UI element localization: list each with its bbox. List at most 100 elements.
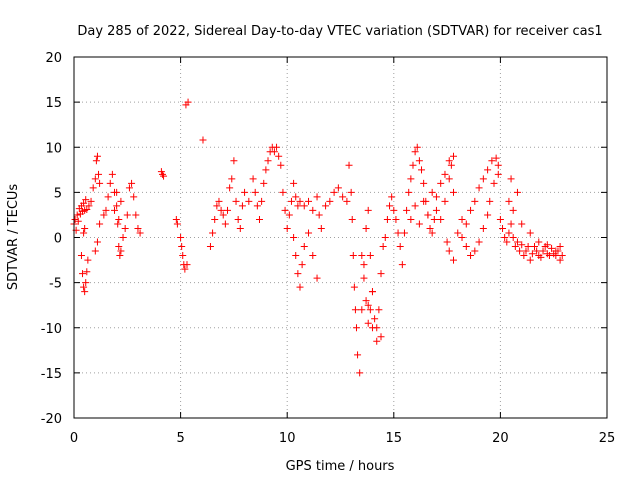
- data-point: [125, 184, 133, 192]
- data-point: [80, 283, 88, 291]
- data-point: [516, 247, 524, 255]
- data-point: [432, 206, 440, 214]
- data-point: [364, 301, 372, 309]
- data-point: [315, 211, 323, 219]
- data-point: [458, 215, 466, 223]
- data-point: [513, 238, 521, 246]
- data-point: [102, 206, 110, 214]
- data-point: [424, 211, 432, 219]
- data-point: [79, 270, 87, 278]
- data-point: [503, 238, 511, 246]
- data-point: [309, 206, 317, 214]
- data-point: [386, 202, 394, 210]
- data-point: [364, 206, 372, 214]
- data-point: [467, 252, 475, 260]
- data-point: [106, 179, 114, 187]
- y-tick-label: 20: [45, 51, 62, 66]
- data-point: [505, 197, 513, 205]
- data-point: [334, 184, 342, 192]
- x-tick-label: 20: [492, 431, 509, 446]
- data-point: [241, 188, 249, 196]
- data-point: [309, 252, 317, 260]
- data-point: [383, 215, 391, 223]
- data-point: [115, 215, 123, 223]
- data-point: [537, 253, 545, 261]
- data-point: [300, 243, 308, 251]
- data-point: [128, 179, 136, 187]
- data-point: [368, 324, 376, 332]
- data-point: [221, 220, 229, 228]
- data-point: [462, 220, 470, 228]
- data-point: [445, 175, 453, 183]
- data-point: [117, 197, 125, 205]
- data-point: [400, 229, 408, 237]
- data-point: [92, 157, 100, 165]
- data-point: [377, 333, 385, 341]
- data-point: [232, 197, 240, 205]
- data-point: [273, 143, 281, 151]
- data-point: [136, 229, 144, 237]
- data-point: [471, 197, 479, 205]
- data-point: [313, 274, 321, 282]
- data-point: [533, 247, 541, 255]
- data-point: [475, 238, 483, 246]
- data-point: [352, 324, 360, 332]
- data-point: [121, 224, 129, 232]
- plot-frame: [73, 56, 608, 419]
- data-point: [184, 98, 192, 106]
- data-point: [462, 243, 470, 251]
- data-point: [277, 161, 285, 169]
- data-point: [445, 157, 453, 165]
- data-point: [552, 247, 560, 255]
- data-point: [283, 224, 291, 232]
- data-point: [403, 206, 411, 214]
- data-point: [270, 148, 278, 156]
- data-point: [441, 197, 449, 205]
- data-point: [356, 369, 364, 377]
- data-point: [292, 193, 300, 201]
- data-point: [518, 241, 526, 249]
- data-point: [539, 247, 547, 255]
- data-point: [445, 247, 453, 255]
- data-point: [91, 247, 99, 255]
- data-point: [350, 283, 358, 291]
- data-point: [113, 202, 121, 210]
- data-point: [81, 288, 89, 296]
- data-point: [509, 234, 517, 241]
- data-point: [132, 211, 140, 219]
- data-point: [305, 229, 313, 237]
- data-point: [373, 337, 381, 345]
- data-point: [548, 244, 556, 252]
- data-point: [96, 220, 104, 228]
- data-point: [531, 243, 539, 251]
- data-point: [158, 170, 166, 178]
- data-point: [362, 297, 370, 305]
- x-axis-label: GPS time / hours: [286, 459, 395, 474]
- data-point: [379, 243, 387, 251]
- data-point: [507, 175, 515, 183]
- data-point: [454, 229, 462, 237]
- data-point: [381, 234, 389, 241]
- data-point: [160, 172, 168, 180]
- data-point: [100, 211, 108, 219]
- data-point: [82, 196, 90, 204]
- data-point: [501, 234, 509, 241]
- data-point: [116, 252, 124, 260]
- data-point: [224, 206, 232, 214]
- data-point: [484, 211, 492, 219]
- data-point: [368, 288, 376, 296]
- data-point: [441, 170, 449, 178]
- data-point: [217, 206, 225, 214]
- data-point: [496, 215, 504, 223]
- data-point: [234, 215, 242, 223]
- data-point: [275, 152, 283, 160]
- data-point: [449, 256, 457, 264]
- data-point: [74, 217, 82, 225]
- data-point: [181, 265, 189, 273]
- data-point: [505, 229, 513, 237]
- data-point: [173, 220, 181, 228]
- data-point: [437, 179, 445, 187]
- data-point: [285, 211, 293, 219]
- y-tick-label: -10: [41, 322, 62, 337]
- data-point: [362, 224, 370, 232]
